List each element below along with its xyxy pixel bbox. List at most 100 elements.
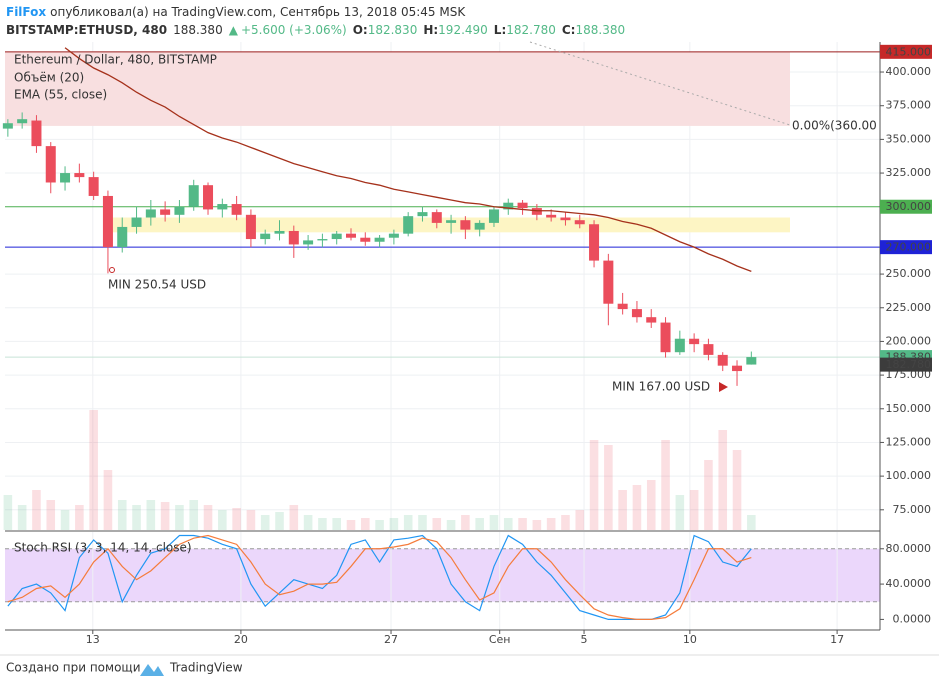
x-tick-label: 27	[384, 633, 398, 646]
y-tick-label: 40.0000	[886, 577, 932, 590]
volume-bar	[389, 518, 399, 530]
candle-body	[260, 233, 271, 240]
candle-body	[732, 365, 743, 372]
zone	[110, 217, 790, 233]
volume-bar	[3, 495, 13, 530]
candle-body	[88, 177, 99, 196]
volume-bar	[132, 505, 141, 530]
y-tick-label: 150.000	[886, 402, 932, 415]
volume-bar	[246, 510, 256, 530]
volume-bar	[375, 520, 384, 530]
zone	[5, 51, 790, 126]
candle-body	[388, 233, 399, 238]
volume-bar	[532, 520, 542, 530]
volume-bar	[546, 518, 556, 530]
level-tag	[880, 44, 932, 59]
volume-bar	[561, 515, 570, 530]
x-tick-label: 13	[86, 633, 100, 646]
candle-body	[217, 204, 228, 210]
candle-body	[45, 146, 56, 183]
candle-body	[317, 239, 328, 241]
change-arrow: ▲	[229, 23, 239, 37]
volume-bar	[203, 505, 213, 530]
stoch-line	[7, 534, 752, 621]
level-tag	[880, 199, 932, 214]
candle-body	[703, 344, 714, 355]
brand-logo	[140, 664, 164, 676]
volume-bar	[75, 505, 84, 530]
volume-bar	[17, 505, 27, 530]
candle-body	[274, 230, 285, 234]
publisher[interactable]: FilFox	[6, 5, 46, 19]
y-tick-label: 350.000	[886, 132, 932, 145]
volume-bar	[117, 500, 127, 530]
y-tick-label: 200.000	[886, 334, 932, 347]
volume-bar	[303, 515, 313, 530]
candle-body	[531, 208, 542, 215]
ema-line	[64, 47, 752, 272]
volume-bar	[89, 410, 98, 530]
symbol-line: BITSTAMP:ETHUSD, 480 188.380 ▲ +5.600 (+3.0…	[6, 23, 625, 37]
fib-trend-line	[529, 41, 791, 126]
volume-bar	[732, 450, 742, 530]
candle-body	[374, 237, 385, 242]
candle-body	[31, 120, 42, 147]
candle-body	[160, 209, 171, 215]
y-tick-label: 75.000	[893, 503, 932, 516]
y-tick-label: 375.000	[886, 99, 932, 112]
candle-body	[431, 212, 442, 223]
volume-bar	[189, 500, 199, 530]
volume-bar	[604, 445, 613, 530]
level-label: 182.780	[886, 358, 932, 371]
ohlc-label: O:	[353, 23, 368, 37]
candle-body	[203, 185, 214, 210]
volume-bar	[475, 518, 484, 530]
candle-body	[117, 226, 128, 248]
candle-body	[245, 214, 256, 240]
volume-bar	[489, 515, 499, 530]
brand[interactable]: TradingView	[169, 661, 243, 675]
y-tick-label: 325.000	[886, 166, 932, 179]
candle-body	[560, 217, 571, 221]
candle-body	[446, 220, 457, 223]
volume-bar	[518, 518, 527, 530]
candle-body	[417, 212, 428, 217]
candle-body	[403, 216, 414, 234]
candle-body	[517, 202, 528, 209]
candle-body	[574, 220, 585, 225]
candle-body	[717, 354, 728, 366]
candle-body	[102, 195, 113, 248]
volume-bar	[103, 470, 113, 530]
volume-bar	[318, 518, 327, 530]
candle-body	[288, 230, 299, 245]
ema-legend: EMA (55, close)	[14, 88, 107, 102]
candle-body	[17, 119, 28, 124]
candle-body	[603, 260, 614, 304]
volume-bar	[575, 510, 585, 530]
volume-bar	[689, 490, 699, 530]
volume-bar	[332, 518, 341, 530]
x-tick-label: 17	[830, 633, 844, 646]
stoch-title: Stoch RSI (3, 3, 14, 14, close)	[14, 541, 192, 555]
ohlc-label: C:	[562, 23, 576, 37]
volume-bar	[346, 520, 356, 530]
candle-body	[503, 202, 514, 210]
level-label: 415.000	[886, 45, 932, 58]
volume-bar	[260, 515, 270, 530]
annotation-arrow	[719, 382, 728, 392]
ohlc-label: H:	[423, 23, 438, 37]
volume-bar	[718, 430, 728, 530]
annotation-marker	[109, 267, 115, 273]
ohlc-value: 192.490	[438, 23, 488, 37]
volume-bar	[60, 510, 70, 530]
ohlc-value: 188.380	[575, 23, 625, 37]
x-tick-label: 5	[581, 633, 588, 646]
volume-bar	[589, 440, 599, 530]
main-title: Ethereum / Dollar, 480, BITSTAMP	[14, 53, 217, 67]
candle-body	[689, 338, 700, 345]
candle-body	[74, 173, 85, 178]
annotation: MIN 167.00 USD	[612, 380, 710, 394]
candle-body	[546, 214, 557, 218]
volume-bar	[289, 505, 299, 530]
candle-body	[589, 224, 600, 261]
